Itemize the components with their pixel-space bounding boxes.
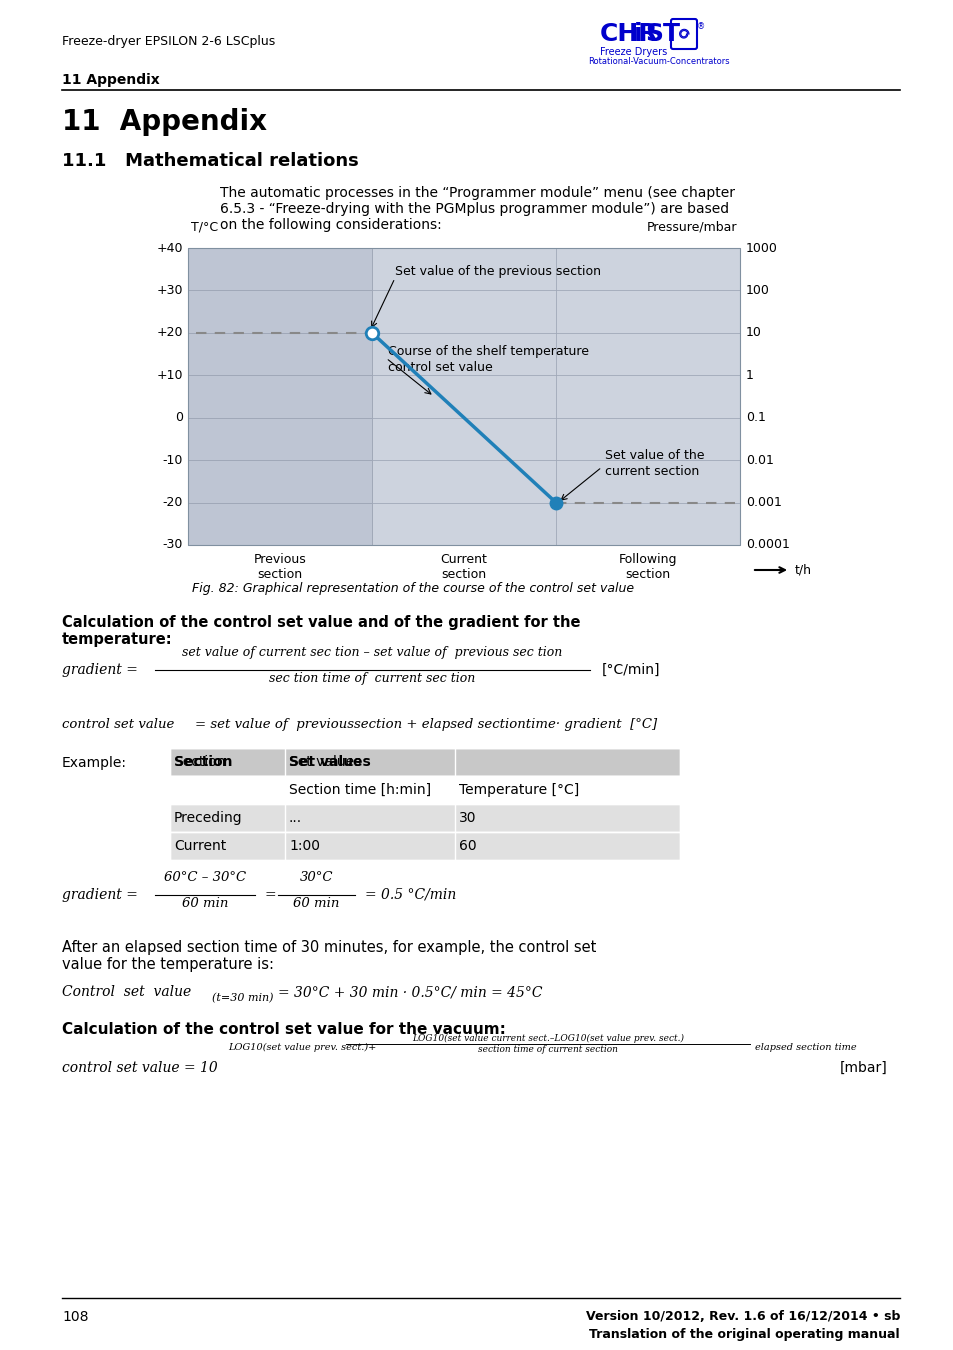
Text: = 0.5 °C/min: = 0.5 °C/min	[365, 888, 456, 902]
Text: 60: 60	[458, 838, 476, 853]
Text: on the following considerations:: on the following considerations:	[220, 217, 441, 232]
Text: Rotational-Vacuum-Concentrators: Rotational-Vacuum-Concentrators	[587, 57, 729, 66]
Text: 60 min: 60 min	[182, 896, 228, 910]
Text: Fig. 82: Graphical representation of the course of the control set value: Fig. 82: Graphical representation of the…	[192, 582, 634, 595]
Bar	[170, 832, 679, 860]
Text: =: =	[265, 888, 276, 902]
Text: CHR: CHR	[599, 22, 658, 46]
Text: elapsed section time: elapsed section time	[754, 1044, 856, 1052]
Text: 30: 30	[458, 811, 476, 825]
Text: 11 Appendix: 11 Appendix	[62, 73, 159, 86]
Text: set value of current sec tion – set value of  previous sec tion: set value of current sec tion – set valu…	[182, 647, 561, 659]
Text: gradient =: gradient =	[62, 888, 138, 902]
Text: 11.1   Mathematical relations: 11.1 Mathematical relations	[62, 153, 358, 170]
Text: temperature:: temperature:	[62, 632, 172, 647]
Text: -20: -20	[162, 495, 183, 509]
Text: Control  set  value: Control set value	[62, 986, 191, 999]
Text: +40: +40	[156, 242, 183, 255]
Text: Set value of the: Set value of the	[604, 450, 703, 462]
Text: 1: 1	[745, 369, 753, 382]
Text: 60°C – 30°C: 60°C – 30°C	[164, 871, 246, 884]
Text: t/h: t/h	[794, 563, 811, 576]
Text: gradient =: gradient =	[62, 663, 138, 676]
Text: Preceding: Preceding	[173, 811, 242, 825]
Text: current section: current section	[604, 464, 699, 478]
Text: 30°C: 30°C	[299, 871, 333, 884]
Text: Current
section: Current section	[440, 554, 487, 580]
Text: 11  Appendix: 11 Appendix	[62, 108, 267, 136]
Text: ...: ...	[289, 811, 302, 825]
Text: 1000: 1000	[745, 242, 777, 255]
Text: T/°C: T/°C	[191, 221, 218, 234]
Text: control set value: control set value	[62, 718, 174, 730]
Text: Example:: Example:	[62, 756, 127, 770]
Text: Set value of the previous section: Set value of the previous section	[395, 265, 600, 278]
Text: ®: ®	[697, 22, 704, 31]
Text: ST: ST	[644, 22, 679, 46]
Text: 0.0001: 0.0001	[745, 539, 789, 552]
Text: 0.1: 0.1	[745, 412, 765, 424]
Text: Freeze Dryers: Freeze Dryers	[599, 47, 666, 57]
Text: Translation of the original operating manual: Translation of the original operating ma…	[589, 1328, 899, 1341]
Text: LOG10(set value current sect.–LOG10(set value prev. sect.): LOG10(set value current sect.–LOG10(set …	[412, 1034, 683, 1044]
Text: = set value of  previoussection + elapsed sectiontime· gradient  [°C]: = set value of previoussection + elapsed…	[194, 718, 657, 730]
Bar	[188, 248, 740, 545]
Text: i: i	[634, 22, 642, 46]
Text: section time of current section: section time of current section	[477, 1045, 618, 1054]
Text: 0: 0	[174, 412, 183, 424]
Text: Calculation of the control set value for the vacuum:: Calculation of the control set value for…	[62, 1022, 505, 1037]
Text: ·: ·	[639, 18, 643, 32]
Text: Pressure/mbar: Pressure/mbar	[646, 221, 737, 234]
Text: sec tion time of  current sec tion: sec tion time of current sec tion	[269, 672, 475, 684]
Text: control set value = 10: control set value = 10	[62, 1061, 217, 1075]
Text: (t=30 min): (t=30 min)	[212, 994, 274, 1003]
Text: Version 10/2012, Rev. 1.6 of 16/12/2014 • sb: Version 10/2012, Rev. 1.6 of 16/12/2014 …	[585, 1310, 899, 1323]
Text: Course of the shelf temperature: Course of the shelf temperature	[388, 346, 588, 358]
Text: 108: 108	[62, 1310, 89, 1324]
Text: After an elapsed section time of 30 minutes, for example, the control set: After an elapsed section time of 30 minu…	[62, 940, 596, 954]
Text: Set values: Set values	[289, 755, 361, 770]
Text: 100: 100	[745, 284, 769, 297]
Text: +30: +30	[156, 284, 183, 297]
Text: 0.001: 0.001	[745, 495, 781, 509]
Text: = 30°C + 30 min · 0.5°C/ min = 45°C: = 30°C + 30 min · 0.5°C/ min = 45°C	[277, 986, 542, 999]
Text: Set values: Set values	[289, 755, 371, 770]
Text: The automatic processes in the “Programmer module” menu (see chapter: The automatic processes in the “Programm…	[220, 186, 734, 200]
Text: -10: -10	[162, 454, 183, 467]
Text: -30: -30	[162, 539, 183, 552]
Text: Previous
section: Previous section	[253, 554, 306, 580]
Text: Calculation of the control set value and of the gradient for the: Calculation of the control set value and…	[62, 616, 579, 630]
Text: Following
section: Following section	[618, 554, 677, 580]
Text: Temperature [°C]: Temperature [°C]	[458, 783, 578, 796]
Text: LOG10(set value prev. sect.)+: LOG10(set value prev. sect.)+	[228, 1042, 375, 1052]
Text: 1:00: 1:00	[289, 838, 319, 853]
Text: 60 min: 60 min	[293, 896, 339, 910]
Text: [mbar]: [mbar]	[840, 1061, 887, 1075]
Text: Section: Section	[173, 755, 225, 770]
Text: value for the temperature is:: value for the temperature is:	[62, 957, 274, 972]
Text: Freeze-dryer EPSILON 2-6 LSCplus: Freeze-dryer EPSILON 2-6 LSCplus	[62, 35, 275, 49]
Text: 10: 10	[745, 327, 761, 339]
Text: Section time [h:min]: Section time [h:min]	[289, 783, 431, 796]
Text: +20: +20	[156, 327, 183, 339]
Text: Section: Section	[173, 755, 233, 770]
Bar	[188, 248, 372, 545]
Text: [°C/min]: [°C/min]	[601, 663, 659, 676]
Bar	[170, 748, 679, 776]
Text: 0.01: 0.01	[745, 454, 773, 467]
Text: +10: +10	[156, 369, 183, 382]
Text: control set value: control set value	[388, 360, 493, 374]
Bar	[170, 776, 679, 805]
Text: 6.5.3 - “Freeze-drying with the PGMplus programmer module”) are based: 6.5.3 - “Freeze-drying with the PGMplus …	[220, 202, 728, 216]
Bar	[188, 248, 740, 545]
Bar	[170, 805, 679, 832]
Text: Current: Current	[173, 838, 226, 853]
